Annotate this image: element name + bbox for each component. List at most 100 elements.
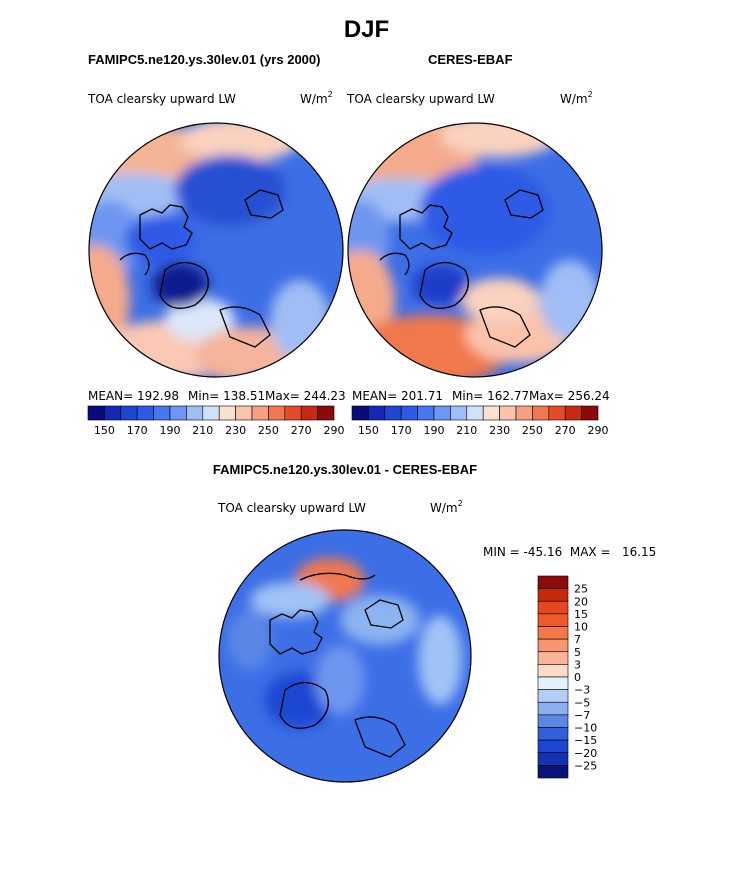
colorbar-swatch [186, 405, 204, 421]
colorbar-swatch [537, 752, 569, 766]
main-title: DJF [343, 16, 390, 43]
colorbar-swatch [368, 405, 386, 421]
colorbar-swatch [235, 405, 253, 421]
colorbar-tick-label: 15 [574, 608, 588, 621]
colorbar-tick-label: 0 [574, 671, 581, 684]
colorbar-tick-label: 230 [489, 424, 510, 437]
colorbar-swatch [537, 689, 569, 703]
colorbar-swatch [268, 405, 286, 421]
diff-map [219, 530, 471, 782]
colorbar-swatch [537, 701, 569, 716]
panel-2-coastlines [379, 189, 544, 348]
colorbar-tick-label: 250 [258, 424, 279, 437]
colorbar-swatch [400, 405, 418, 421]
colorbar-swatch [537, 638, 569, 653]
colorbar-tick-label: 10 [574, 621, 588, 634]
panel-1-stats-mean: MEAN= 192.98 [88, 389, 179, 403]
panel-2-units: W/m2 [560, 90, 593, 106]
colorbar-tick-label: 150 [94, 424, 115, 437]
panel-2-map [348, 123, 602, 377]
colorbar-tick-label: −10 [574, 722, 597, 735]
colorbar-swatch [581, 405, 599, 421]
colorbar-swatch [450, 405, 468, 421]
colorbar-swatch [548, 405, 566, 421]
colorbar-tick-label: 5 [574, 646, 581, 659]
colorbar-swatch [537, 651, 569, 665]
colorbar-swatch [537, 613, 569, 627]
colorbar-tick-label: 3 [574, 658, 581, 671]
colorbar-swatch [153, 405, 171, 421]
colorbar-tick-label: 250 [522, 424, 543, 437]
panel-2-stats-mean: MEAN= 201.71 [352, 389, 443, 403]
colorbar-swatch [218, 405, 236, 421]
colorbar-tick-label: −5 [574, 696, 590, 709]
panel-1-map [89, 123, 343, 377]
colorbar-swatch [537, 765, 569, 779]
panel-2-colorbar: 150 170 190 210 230 250 270 290 [351, 405, 609, 437]
colorbar-tick-label: 270 [555, 424, 576, 437]
diff-minmax: MIN = -45.16 MAX = 16.15 [483, 545, 657, 559]
colorbar-swatch [564, 405, 582, 421]
diff-variable-label: TOA clearsky upward LW [218, 501, 366, 515]
diff-border [218, 529, 472, 783]
colorbar-swatch [482, 405, 500, 421]
colorbar-swatch [169, 405, 187, 421]
colorbar-tick-label: 230 [225, 424, 246, 437]
colorbar-swatch [537, 626, 569, 640]
colorbar-swatch [466, 405, 484, 421]
colorbar-swatch [417, 405, 435, 421]
colorbar-swatch [515, 405, 533, 421]
colorbar-tick-label: 290 [324, 424, 345, 437]
colorbar-swatch [537, 727, 569, 741]
panel-1-border [88, 122, 344, 378]
colorbar-swatch [351, 405, 369, 421]
colorbar-swatch [499, 405, 517, 421]
colorbar-swatch [537, 600, 569, 615]
colorbar-tick-label: −20 [574, 747, 597, 760]
colorbar-tick-label: 190 [424, 424, 445, 437]
colorbar-tick-label: 290 [588, 424, 609, 437]
panel-1-stats-min: Min= 138.51 [188, 389, 266, 403]
colorbar-tick-label: 270 [291, 424, 312, 437]
colorbar-tick-label: 170 [127, 424, 148, 437]
diff-title: FAMIPC5.ne120.ys.30lev.01 - CERES-EBAF [212, 462, 478, 477]
colorbar-tick-label: 190 [160, 424, 181, 437]
colorbar-tick-label: −3 [574, 684, 590, 697]
colorbar-swatch [532, 405, 550, 421]
panel-1-stats-max: Max= 244.23 [265, 389, 346, 403]
panel-1-units: W/m2 [300, 90, 333, 106]
diff-units: W/m2 [430, 499, 463, 515]
panel-2-variable-label: TOA clearsky upward LW [347, 92, 495, 106]
colorbar-tick-label: 25 [574, 583, 588, 596]
panel-1-colorbar: 150 170 190 210 230 250 270 290 [87, 405, 345, 437]
colorbar-tick-label: −7 [574, 709, 590, 722]
colorbar-tick-label: 210 [192, 424, 213, 437]
colorbar-swatch [537, 575, 569, 589]
colorbar-swatch [537, 676, 569, 690]
colorbar-tick-label: 170 [391, 424, 412, 437]
panel-2-stats-max: Max= 256.24 [529, 389, 610, 403]
panel-2-border [347, 122, 603, 378]
colorbar-tick-label: 7 [574, 633, 581, 646]
colorbar-tick-label: 20 [574, 595, 588, 608]
colorbar-swatch [300, 405, 318, 421]
panel-1-title: FAMIPC5.ne120.ys.30lev.01 (yrs 2000) [88, 52, 321, 67]
colorbar-swatch [384, 405, 402, 421]
colorbar-tick-label: −25 [574, 759, 597, 772]
colorbar-swatch [202, 405, 220, 421]
colorbar-tick-label: 210 [456, 424, 477, 437]
diff-coastlines [269, 572, 406, 758]
panel-2-title: CERES-EBAF [428, 52, 513, 67]
colorbar-swatch [284, 405, 302, 421]
colorbar-swatch [537, 739, 569, 754]
colorbar-swatch [537, 714, 569, 728]
panel-2-stats-min: Min= 162.77 [452, 389, 530, 403]
colorbar-tick-label: 150 [358, 424, 379, 437]
colorbar-swatch [317, 405, 335, 421]
panel-1-variable-label: TOA clearsky upward LW [88, 92, 236, 106]
colorbar-swatch [537, 664, 569, 678]
panel-1-coastlines [119, 189, 284, 348]
colorbar-swatch [136, 405, 154, 421]
